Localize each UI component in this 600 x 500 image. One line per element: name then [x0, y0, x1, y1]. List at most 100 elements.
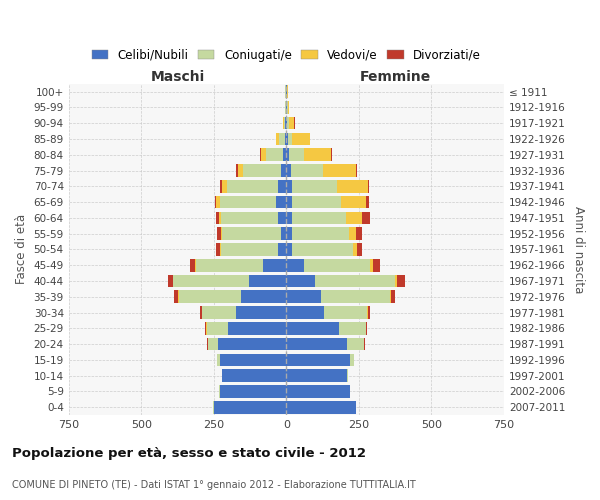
- Bar: [286, 117, 295, 130]
- Bar: [208, 338, 286, 350]
- Bar: [286, 259, 304, 272]
- Bar: [286, 228, 349, 240]
- Bar: [281, 164, 286, 177]
- Bar: [286, 86, 288, 98]
- Bar: [286, 290, 390, 303]
- Bar: [190, 259, 286, 272]
- Bar: [236, 164, 286, 177]
- Bar: [220, 243, 286, 256]
- Bar: [286, 148, 304, 161]
- Bar: [286, 401, 356, 413]
- Bar: [286, 401, 356, 413]
- Bar: [223, 370, 286, 382]
- Bar: [286, 385, 350, 398]
- Bar: [266, 148, 286, 161]
- Bar: [219, 385, 286, 398]
- Bar: [219, 385, 286, 398]
- Bar: [220, 354, 286, 366]
- Bar: [286, 164, 358, 177]
- Bar: [286, 196, 366, 208]
- Bar: [196, 259, 286, 272]
- Bar: [286, 354, 350, 366]
- Bar: [286, 101, 289, 114]
- Bar: [286, 228, 362, 240]
- Bar: [286, 212, 362, 224]
- Bar: [221, 228, 286, 240]
- Bar: [216, 212, 286, 224]
- Bar: [286, 180, 337, 192]
- Bar: [286, 132, 310, 145]
- Bar: [286, 322, 366, 334]
- Bar: [286, 148, 289, 161]
- Bar: [214, 401, 286, 413]
- Bar: [286, 101, 288, 114]
- Bar: [208, 338, 286, 350]
- Bar: [216, 196, 286, 208]
- Bar: [286, 228, 292, 240]
- Bar: [286, 274, 316, 287]
- Bar: [214, 401, 286, 413]
- Bar: [173, 274, 286, 287]
- Bar: [168, 274, 286, 287]
- Bar: [178, 290, 286, 303]
- Text: Popolazione per età, sesso e stato civile - 2012: Popolazione per età, sesso e stato civil…: [12, 448, 366, 460]
- Bar: [286, 370, 349, 382]
- Bar: [286, 212, 346, 224]
- Bar: [276, 132, 286, 145]
- Bar: [286, 243, 356, 256]
- Bar: [276, 196, 286, 208]
- Bar: [286, 164, 356, 177]
- Bar: [286, 354, 354, 366]
- Bar: [174, 290, 286, 303]
- Bar: [218, 338, 286, 350]
- Bar: [275, 132, 286, 145]
- Bar: [286, 401, 356, 413]
- Bar: [286, 354, 354, 366]
- Bar: [286, 228, 356, 240]
- Bar: [286, 290, 395, 303]
- Bar: [227, 180, 286, 192]
- Bar: [283, 117, 286, 130]
- Bar: [286, 101, 289, 114]
- Bar: [285, 101, 286, 114]
- Bar: [286, 86, 288, 98]
- Bar: [286, 306, 367, 319]
- Bar: [260, 148, 286, 161]
- Bar: [286, 370, 349, 382]
- Y-axis label: Anni di nascita: Anni di nascita: [572, 206, 585, 293]
- Bar: [217, 354, 286, 366]
- Bar: [221, 370, 286, 382]
- Bar: [216, 243, 286, 256]
- Bar: [261, 148, 286, 161]
- Bar: [285, 101, 286, 114]
- Bar: [286, 180, 292, 192]
- Bar: [286, 180, 368, 192]
- Y-axis label: Fasce di età: Fasce di età: [15, 214, 28, 284]
- Bar: [221, 243, 286, 256]
- Bar: [286, 148, 332, 161]
- Bar: [286, 212, 370, 224]
- Bar: [202, 306, 286, 319]
- Bar: [243, 164, 286, 177]
- Bar: [286, 259, 380, 272]
- Bar: [286, 164, 323, 177]
- Bar: [263, 259, 286, 272]
- Bar: [286, 132, 310, 145]
- Bar: [218, 212, 286, 224]
- Bar: [241, 290, 286, 303]
- Bar: [206, 322, 286, 334]
- Bar: [279, 132, 286, 145]
- Bar: [286, 322, 367, 334]
- Bar: [286, 86, 287, 98]
- Bar: [278, 243, 286, 256]
- Bar: [286, 117, 289, 130]
- Bar: [286, 290, 321, 303]
- Bar: [221, 180, 286, 192]
- Bar: [283, 117, 286, 130]
- Bar: [286, 117, 295, 130]
- Bar: [286, 401, 356, 413]
- Bar: [286, 148, 331, 161]
- Bar: [286, 196, 341, 208]
- Bar: [286, 180, 369, 192]
- Bar: [286, 243, 292, 256]
